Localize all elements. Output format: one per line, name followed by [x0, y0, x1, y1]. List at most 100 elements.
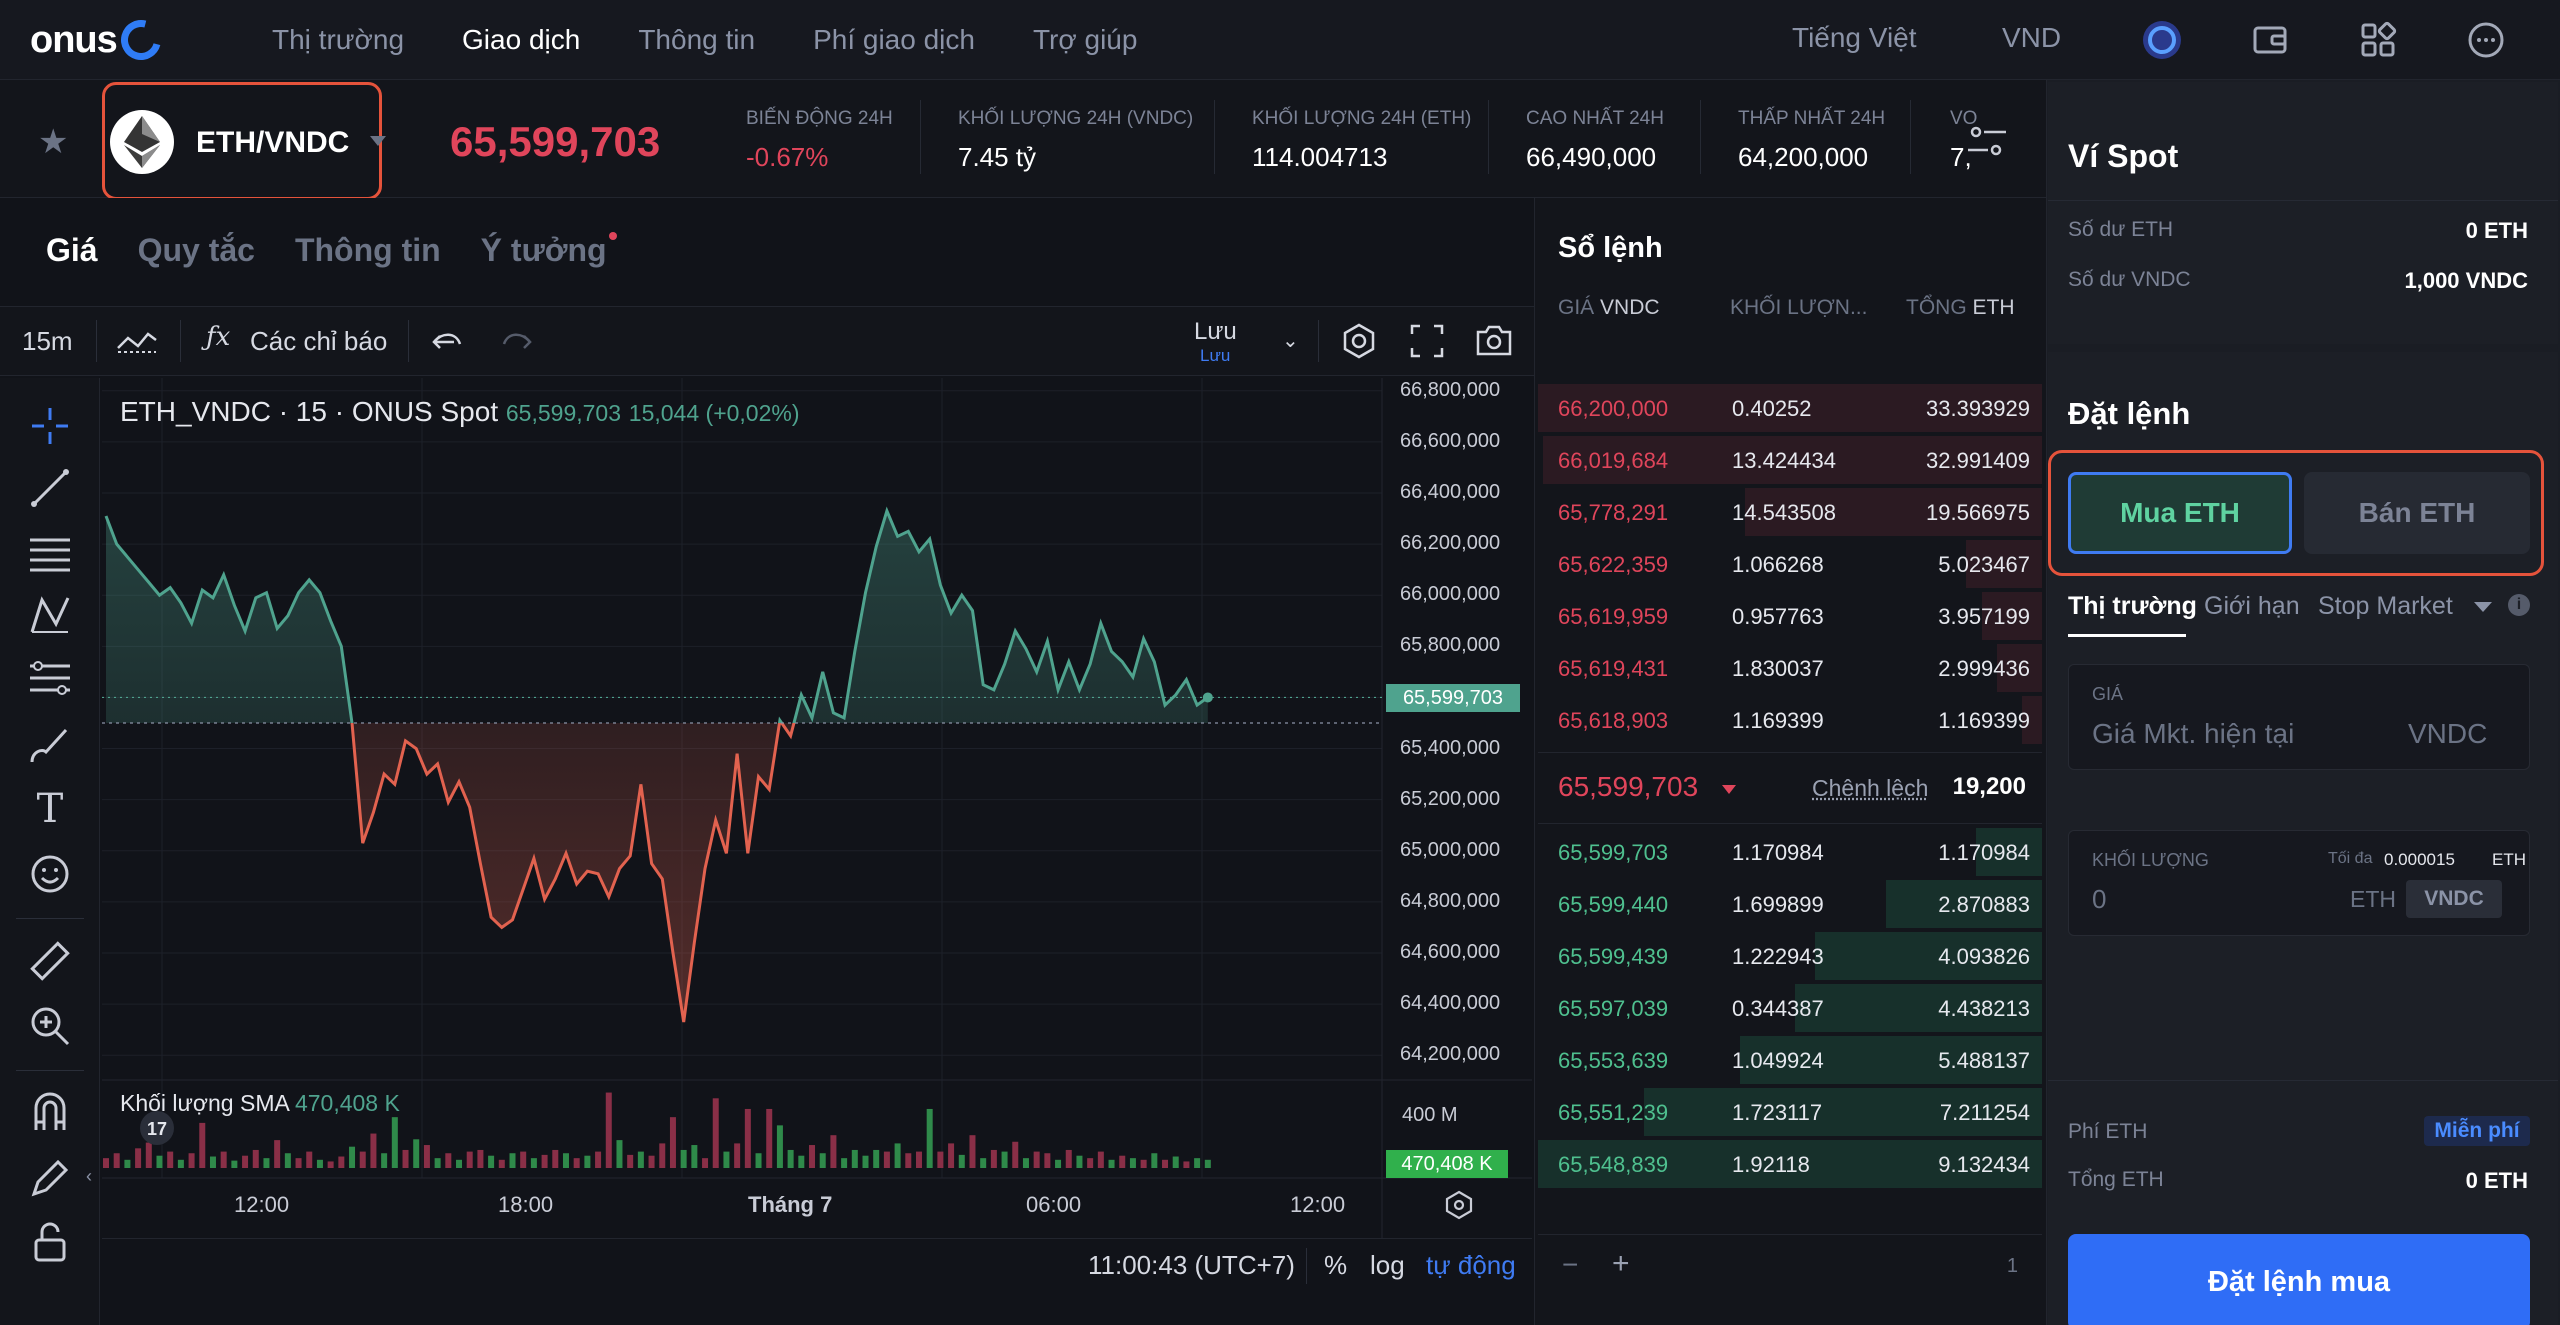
price-field[interactable] [2068, 664, 2530, 770]
crosshair-icon[interactable] [28, 404, 72, 448]
stop-market-dropdown-icon[interactable] [2474, 602, 2492, 612]
legend-change: 15,044 (+0,02%) [629, 400, 800, 426]
ask-row[interactable]: 65,619,431 1.830037 2.999436 [1538, 642, 2042, 694]
quantity-unit-eth[interactable]: ETH [2350, 886, 2396, 913]
bid-row[interactable]: 65,599,440 1.699899 2.870883 [1538, 878, 2042, 930]
pair-dropdown-caret-icon[interactable] [370, 136, 386, 146]
axis-settings-icon[interactable] [1444, 1190, 1474, 1220]
stat-divider [1910, 100, 1911, 174]
language-selector[interactable]: Tiếng Việt [1792, 22, 1917, 54]
ask-row[interactable]: 65,622,359 1.066268 5.023467 [1538, 538, 2042, 590]
info-icon[interactable]: i [2508, 594, 2530, 616]
fullscreen-icon[interactable] [1410, 324, 1444, 358]
max-quantity-label: Tối đa [2328, 850, 2372, 868]
precision-value[interactable]: 1 [2007, 1255, 2018, 1278]
order-tab-stop-market[interactable]: Stop Market [2318, 592, 2453, 621]
screenshot-camera-icon[interactable] [1474, 322, 1514, 358]
brush-icon[interactable] [28, 722, 72, 766]
more-menu-icon[interactable] [2466, 20, 2506, 60]
place-buy-order-button[interactable]: Đặt lệnh mua [2068, 1234, 2530, 1325]
horizontal-lines-icon[interactable] [28, 530, 72, 574]
chart-tabs: Giá Quy tắc Thông tin Ý tưởng [46, 232, 607, 269]
redo-icon[interactable] [500, 326, 532, 356]
quantity-input-value[interactable]: 0 [2092, 884, 2106, 915]
ask-row[interactable]: 66,019,684 13.424434 32.991409 [1538, 434, 2042, 486]
percent-scale-toggle[interactable]: % [1324, 1250, 1347, 1281]
stats-settings-icon[interactable] [1962, 122, 2012, 162]
price-field-label: GIÁ [2092, 684, 2123, 705]
bid-row[interactable]: 65,599,703 1.170984 1.170984 [1538, 826, 2042, 878]
trend-line-icon[interactable] [28, 466, 72, 510]
decrease-precision-button[interactable]: − [1562, 1249, 1578, 1281]
pair-name[interactable]: ETH/VNDC [196, 126, 349, 160]
emoji-icon[interactable] [28, 852, 72, 896]
logo-ring-icon [113, 13, 168, 68]
magnet-icon[interactable] [28, 1090, 72, 1134]
save-dropdown-chevron-icon[interactable]: ⌄ [1282, 328, 1299, 353]
ruler-icon[interactable] [28, 940, 72, 984]
save-button[interactable]: Lưu [1194, 318, 1237, 346]
sell-eth-button[interactable]: Bán ETH [2304, 472, 2530, 554]
chart-clock[interactable]: 11:00:43 (UTC+7) [1088, 1250, 1295, 1281]
auto-scale-toggle[interactable]: tự động [1426, 1250, 1516, 1281]
row-price: 65,599,440 [1558, 892, 1668, 918]
quantity-unit-vndc[interactable]: VNDC [2406, 880, 2502, 918]
logo-text: onus [30, 19, 117, 62]
favorite-star-icon[interactable]: ★ [38, 122, 68, 162]
volume-bar [285, 1153, 291, 1168]
bid-row[interactable]: 65,597,039 0.344387 4.438213 [1538, 982, 2042, 1034]
ask-row[interactable]: 65,778,291 14.543508 19.566975 [1538, 486, 2042, 538]
volume-bar [948, 1143, 954, 1168]
text-tool-icon[interactable]: T [28, 786, 72, 830]
nav-item-help[interactable]: Trợ giúp [1033, 24, 1137, 56]
apps-grid-icon[interactable] [2358, 20, 2398, 60]
unlock-icon[interactable] [28, 1220, 72, 1264]
currency-selector[interactable]: VND [2002, 22, 2061, 54]
row-price: 65,553,639 [1558, 1048, 1668, 1074]
buy-eth-button[interactable]: Mua ETH [2068, 472, 2292, 554]
tab-rules[interactable]: Quy tắc [138, 232, 255, 269]
x-tick-label: 12:00 [234, 1192, 289, 1218]
volume-bar [1151, 1153, 1157, 1168]
bid-row[interactable]: 65,548,839 1.92118 9.132434 [1538, 1138, 2042, 1190]
nav-item-info[interactable]: Thông tin [638, 24, 755, 56]
undo-icon[interactable] [432, 326, 464, 356]
chart-type-icon[interactable] [116, 326, 158, 358]
wallet-icon[interactable] [2250, 20, 2290, 60]
order-tab-limit[interactable]: Giới hạn [2204, 592, 2300, 621]
volume-bar [745, 1109, 751, 1168]
tab-price[interactable]: Giá [46, 232, 98, 269]
onus-logo[interactable]: onus [30, 14, 161, 66]
tab-ideas[interactable]: Ý tưởng [481, 232, 607, 269]
settings-gear-icon[interactable] [1340, 322, 1378, 360]
volume-bar [167, 1152, 173, 1168]
volume-bar [959, 1155, 965, 1168]
bid-row[interactable]: 65,553,639 1.049924 5.488137 [1538, 1034, 2042, 1086]
order-tab-market[interactable]: Thị trường [2068, 592, 2197, 621]
indicators-button[interactable]: Các chỉ báo [250, 326, 387, 357]
account-avatar-icon[interactable] [2142, 20, 2182, 60]
bid-row[interactable]: 65,599,439 1.222943 4.093826 [1538, 930, 2042, 982]
tab-info[interactable]: Thông tin [295, 232, 441, 269]
ask-row[interactable]: 65,618,903 1.169399 1.169399 [1538, 694, 2042, 746]
ask-row[interactable]: 66,200,000 0.40252 33.393929 [1538, 382, 2042, 434]
nav-item-trade[interactable]: Giao dịch [462, 24, 580, 56]
increase-precision-button[interactable]: + [1612, 1247, 1630, 1281]
ask-row[interactable]: 65,619,959 0.957763 3.957199 [1538, 590, 2042, 642]
volume-bar [723, 1152, 729, 1168]
log-scale-toggle[interactable]: log [1370, 1250, 1405, 1281]
bid-row[interactable]: 65,551,239 1.723117 7.211254 [1538, 1086, 2042, 1138]
lock-drawing-pencil-icon[interactable] [28, 1156, 72, 1200]
pattern-tool-icon[interactable] [28, 594, 72, 638]
y-tick-label: 66,000,000 [1400, 583, 1500, 606]
volume-bar [702, 1158, 708, 1168]
nav-item-market[interactable]: Thị trường [272, 24, 404, 56]
nav-item-fees[interactable]: Phí giao dịch [813, 24, 975, 56]
spread-label[interactable]: Chênh lệch [1812, 775, 1928, 802]
interval-selector[interactable]: 15m [22, 326, 73, 357]
collapse-toolbar-icon[interactable]: ‹ [86, 1166, 92, 1187]
tools-divider [16, 918, 84, 919]
fib-retracement-icon[interactable] [28, 658, 72, 702]
indicators-fx-icon[interactable]: ƒx [206, 322, 230, 352]
zoom-in-icon[interactable] [28, 1004, 72, 1048]
